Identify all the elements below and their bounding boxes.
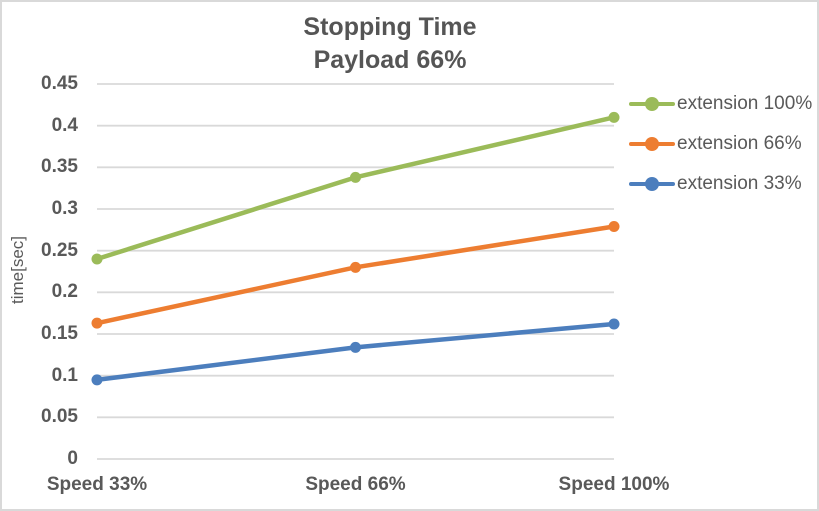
data-point-marker bbox=[91, 317, 103, 329]
data-point-marker bbox=[350, 341, 361, 353]
legend-item: extension 33% bbox=[629, 164, 812, 204]
data-point-marker bbox=[350, 261, 361, 273]
legend-label: extension 100% bbox=[677, 93, 813, 114]
chart-title-line1: Stopping Time bbox=[303, 13, 477, 41]
x-category-label: Speed 33% bbox=[46, 474, 148, 495]
legend: extension 100% extension 66% extension 33% bbox=[629, 84, 812, 204]
chart-title-line2: Payload 66% bbox=[313, 46, 467, 74]
x-category-label: Speed 100% bbox=[558, 474, 670, 495]
legend-line-marker-icon bbox=[629, 177, 675, 191]
series-line bbox=[94, 224, 617, 326]
legend-item: extension 66% bbox=[629, 124, 812, 164]
y-tick-label: 0 bbox=[67, 448, 78, 469]
data-point-marker bbox=[350, 171, 361, 183]
y-tick-label: 0.35 bbox=[41, 156, 78, 178]
data-point-marker bbox=[608, 111, 620, 123]
y-tick-label: 0.1 bbox=[51, 364, 78, 386]
legend-label: extension 66% bbox=[677, 133, 802, 154]
data-point-marker bbox=[608, 318, 620, 330]
data-point-marker bbox=[608, 221, 620, 232]
y-tick-label: 0.2 bbox=[51, 281, 78, 303]
legend-label: extension 33% bbox=[677, 173, 802, 194]
chart-title: Stopping Time Payload 66% bbox=[303, 11, 476, 77]
legend-line-marker-icon bbox=[629, 137, 675, 151]
y-tick-label: 0.15 bbox=[41, 323, 78, 344]
y-tick-label: 0.25 bbox=[41, 239, 78, 261]
data-point-marker bbox=[91, 253, 103, 265]
legend-line-marker-icon bbox=[629, 97, 675, 111]
y-tick-label: 0.3 bbox=[51, 198, 78, 219]
legend-item: extension 100% bbox=[629, 84, 812, 124]
y-tick-label: 0.4 bbox=[51, 114, 78, 136]
data-point-marker bbox=[91, 374, 103, 386]
y-tick-label: 0.05 bbox=[41, 406, 78, 428]
y-tick-label: 0.45 bbox=[41, 73, 78, 94]
x-category-label: Speed 66% bbox=[305, 474, 406, 495]
